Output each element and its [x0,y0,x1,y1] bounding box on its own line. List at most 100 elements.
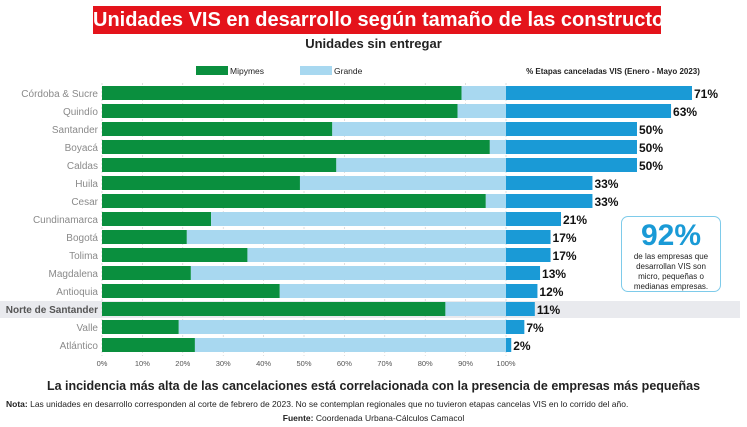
x-tick-label: 20% [175,359,190,368]
bar-grande [279,284,506,298]
cancelled-value-label: 11% [537,303,561,317]
bar-grande [489,140,506,154]
cancelled-value-label: 50% [639,123,663,137]
bar-mipymes [102,194,486,208]
bar-mipymes [102,140,490,154]
x-tick-label: 70% [377,359,392,368]
bar-cancelled [506,158,637,172]
category-label: Santander [52,125,99,136]
legend-label-mipymes: Mipymes [230,66,264,76]
bar-mipymes [102,266,191,280]
bar-cancelled [506,230,551,244]
chart-subtitle: Unidades sin entregar [305,36,442,51]
category-label: Boyacá [65,143,99,154]
note-label: Nota: [6,399,28,409]
x-tick-label: 60% [337,359,352,368]
bar-grande [178,320,506,334]
x-tick-label: 10% [135,359,150,368]
bar-mipymes [102,212,212,226]
bar-cancelled [506,338,512,352]
bar-cancelled [506,194,593,208]
bar-mipymes [102,320,179,334]
cancelled-value-label: 2% [513,339,531,353]
bar-cancelled [506,176,593,190]
bar-mipymes [102,230,187,244]
category-label: Cundinamarca [33,215,98,226]
bar-cancelled [506,248,551,262]
bar-mipymes [102,122,333,136]
source-label: Fuente: [282,413,314,423]
bar-mipymes [102,302,446,316]
x-tick-label: 100% [496,359,516,368]
bar-grande [457,104,506,118]
bar-grande [194,338,507,352]
cancelled-value-label: 50% [639,141,663,155]
bar-mipymes [102,338,195,352]
category-label: Norte de Santander [6,305,98,316]
footer-source: Fuente: Coordenada Urbana-Cálculos Camac… [0,413,747,423]
x-tick-label: 80% [418,359,433,368]
cancelled-value-label: 71% [694,87,718,101]
bar-grande [461,86,506,100]
bar-grande [186,230,506,244]
cancelled-value-label: 17% [553,249,577,263]
footer-headline: La incidencia más alta de las cancelacio… [46,379,701,393]
x-tick-label: 40% [256,359,271,368]
bar-cancelled [506,86,692,100]
cancelled-value-label: 17% [553,231,577,245]
category-label: Tolima [69,251,98,262]
category-label: Cesar [71,197,98,208]
bar-grande [336,158,506,172]
x-tick-label: 50% [296,359,311,368]
footer-note: Nota: Las unidades en desarrollo corresp… [6,399,628,409]
bar-mipymes [102,158,337,172]
callout-box: 92% de las empresas que desarrollan VIS … [621,216,721,292]
bar-grande [445,302,506,316]
bar-mipymes [102,248,248,262]
callout-percentage: 92% [640,219,702,252]
bar-grande [485,194,506,208]
category-label: Córdoba & Sucre [21,89,98,100]
page-title: Unidades VIS en desarrollo según tamaño … [93,6,694,34]
legend-swatch-grande [300,66,332,75]
legend-label-grande: Grande [334,66,363,76]
x-tick-label: 90% [458,359,473,368]
bar-mipymes [102,284,280,298]
bar-grande [247,248,506,262]
bar-mipymes [102,176,300,190]
category-label: Caldas [67,161,98,172]
bar-cancelled [506,320,525,334]
bar-cancelled [506,284,538,298]
bar-grande [299,176,506,190]
cancelled-value-label: 33% [594,177,618,191]
bar-cancelled [506,122,637,136]
cancelled-value-label: 21% [563,213,587,227]
category-label: Valle [77,323,99,334]
bar-mipymes [102,86,462,100]
category-label: Huila [75,179,98,190]
note-text: Las unidades en desarrollo corresponden … [27,399,629,409]
x-tick-label: 30% [216,359,231,368]
bar-grande [211,212,506,226]
cancelled-value-label: 13% [542,267,566,281]
cancelled-value-label: 50% [639,159,663,173]
bar-grande [332,122,506,136]
callout-text: de las empresas que desarrollan VIS son … [633,252,709,291]
bar-grande [190,266,506,280]
bar-cancelled [506,302,535,316]
bar-cancelled [506,212,562,226]
x-tick-label: 0% [97,359,108,368]
category-label: Antioquia [56,287,98,298]
category-label: Magdalena [49,269,99,280]
bar-cancelled [506,266,541,280]
category-label: Bogotá [66,233,98,244]
bar-cancelled [506,104,672,118]
cancelled-value-label: 12% [539,285,563,299]
source-text: Coordenada Urbana-Cálculos Camacol [313,413,465,423]
category-label: Quindío [63,107,98,118]
bar-mipymes [102,104,458,118]
bar-cancelled [506,140,637,154]
cancelled-value-label: 63% [673,105,697,119]
chart: Córdoba & Sucre Quindío Santander Boyacá Cal… [0,66,740,368]
category-label: Atlántico [60,341,99,352]
